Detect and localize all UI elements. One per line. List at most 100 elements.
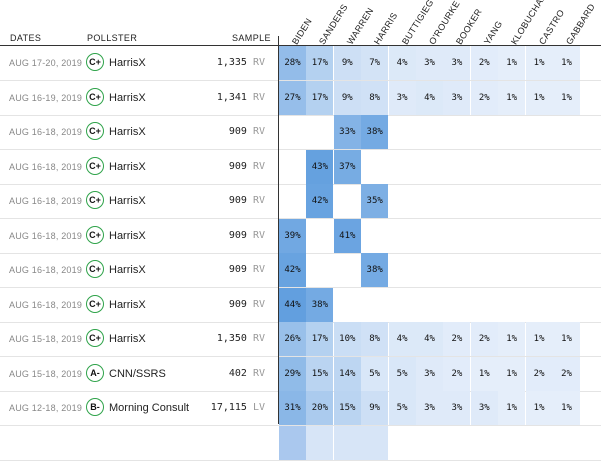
result-cell: 1%: [498, 80, 526, 115]
sample-size: 402 RV: [229, 368, 265, 379]
result-cell: 1%: [470, 356, 498, 391]
pollster-name[interactable]: CNN/SSRS: [109, 367, 166, 380]
result-cell: 4%: [416, 322, 443, 356]
result-cell: [279, 150, 306, 184]
candidate-header[interactable]: BOOKER: [454, 6, 485, 47]
poll-dates: AUG 16-18, 2019: [9, 196, 83, 206]
result-cell: 7%: [361, 46, 389, 80]
pollster-header[interactable]: POLLSTER: [87, 33, 138, 43]
result-cell: [306, 253, 333, 287]
poll-row[interactable]: AUG 16-19, 2019 C+ HarrisX 1,341 RV 27% 17% 9%…: [0, 80, 601, 116]
result-cell: [553, 115, 580, 149]
pollster-grade-badge[interactable]: C+: [86, 260, 104, 278]
result-cell: 4%: [388, 322, 416, 356]
result-cell: 5%: [388, 391, 416, 425]
sample-count: 909: [228, 160, 247, 172]
result-cell: 2%: [525, 356, 553, 391]
poll-row[interactable]: AUG 12-18, 2019 B- Morning Consult 17,115 L…: [0, 391, 601, 426]
pollster-grade-badge[interactable]: A-: [86, 363, 104, 382]
result-cell: 2%: [443, 322, 471, 356]
poll-row[interactable]: AUG 17-20, 2019 C+ HarrisX 1,335 RV 28% 17% 9%…: [0, 46, 601, 81]
result-cell: 1%: [498, 391, 526, 425]
sample-header[interactable]: SAMPLE: [232, 33, 271, 43]
poll-dates: AUG 16-18, 2019: [9, 299, 83, 310]
result-cell: [334, 288, 361, 322]
dates-header[interactable]: DATES: [10, 33, 42, 43]
result-cell: 1%: [498, 356, 526, 391]
result-cell: [443, 184, 470, 218]
result-cell: [471, 288, 498, 322]
pollster-grade-badge[interactable]: C+: [86, 191, 104, 209]
result-cell: [526, 288, 553, 322]
result-cell: [526, 219, 553, 253]
result-cell: [498, 150, 525, 184]
pollster-name[interactable]: HarrisX: [109, 57, 146, 69]
sample-population: RV: [252, 298, 265, 310]
poll-row[interactable]: AUG 16-18, 2019 C+ HarrisX 909 RV 42% 38%: [0, 253, 601, 288]
poll-dates: AUG 12-18, 2019: [9, 403, 83, 413]
pollster-grade-badge[interactable]: B-: [86, 398, 104, 416]
result-cell: 35%: [361, 184, 389, 218]
result-cell: 37%: [333, 149, 361, 184]
result-cell: [334, 184, 361, 218]
result-cell: 38%: [306, 287, 334, 322]
pollster-grade-badge[interactable]: C+: [86, 87, 104, 106]
pollster-name[interactable]: HarrisX: [109, 91, 146, 104]
result-cell: [416, 150, 443, 184]
pollster-name[interactable]: HarrisX: [109, 160, 146, 173]
pollster-name[interactable]: HarrisX: [109, 298, 146, 311]
result-cell: [389, 115, 416, 149]
poll-row[interactable]: AUG 15-18, 2019 A- CNN/SSRS 402 RV 29% 15% 14%…: [0, 356, 601, 392]
poll-row[interactable]: AUG 16-18, 2019 C+ HarrisX 909 RV 33% 38%: [0, 115, 601, 150]
pollster-grade-badge[interactable]: C+: [86, 53, 104, 71]
pollster-grade-badge[interactable]: C+: [86, 225, 104, 244]
result-cell: 3%: [443, 46, 471, 80]
candidate-header[interactable]: CASTRO: [536, 7, 566, 47]
candidate-header[interactable]: WARREN: [344, 5, 376, 47]
result-cell: [416, 219, 443, 253]
pollster-name[interactable]: HarrisX: [109, 264, 146, 276]
candidate-header[interactable]: YANG: [481, 18, 505, 47]
sample-population: RV: [252, 195, 265, 206]
result-cell: 9%: [361, 391, 389, 425]
pollster-name[interactable]: HarrisX: [109, 229, 146, 242]
result-cell: [306, 115, 333, 149]
pollster-grade-badge[interactable]: C+: [86, 122, 104, 140]
poll-row[interactable]: AUG 16-18, 2019 C+ HarrisX 909 RV 43% 37%: [0, 149, 601, 185]
result-cell: 17%: [306, 46, 334, 80]
result-cell: 8%: [361, 80, 389, 115]
result-cell: 1%: [525, 46, 553, 80]
result-cell: 5%: [361, 356, 389, 391]
result-cell: 4%: [416, 80, 443, 115]
poll-row[interactable]: [0, 425, 601, 461]
result-cell: [471, 219, 498, 253]
pollster-name[interactable]: HarrisX: [109, 195, 146, 207]
pollster-name[interactable]: Morning Consult: [109, 402, 190, 414]
poll-row[interactable]: AUG 16-18, 2019 C+ HarrisX 909 RV 39% 41%: [0, 218, 601, 254]
result-cell: 33%: [333, 115, 361, 149]
poll-dates: AUG 15-18, 2019: [9, 368, 83, 379]
result-cell: 38%: [361, 253, 389, 287]
poll-row[interactable]: AUG 16-18, 2019 C+ HarrisX 909 RV 44% 38%: [0, 287, 601, 323]
result-cell: 31%: [279, 391, 306, 425]
pollster-grade-badge[interactable]: C+: [86, 156, 104, 175]
result-cell: 3%: [388, 80, 416, 115]
poll-row[interactable]: AUG 15-18, 2019 C+ HarrisX 1,350 RV 26% 17% 10…: [0, 322, 601, 357]
sample-count: 909: [228, 264, 247, 275]
sample-size: 909 RV: [229, 299, 265, 310]
pollster-grade-badge[interactable]: C+: [86, 294, 104, 313]
pollster-grade-badge[interactable]: C+: [86, 329, 104, 347]
candidate-header[interactable]: HARRIS: [372, 10, 400, 47]
poll-row[interactable]: AUG 16-18, 2019 C+ HarrisX 909 RV 42% 35%: [0, 184, 601, 219]
candidate-header[interactable]: GABBARD: [564, 1, 597, 47]
result-cell: [389, 253, 416, 287]
result-cell: 1%: [553, 46, 580, 80]
sample-population: RV: [252, 333, 265, 344]
pollster-name[interactable]: HarrisX: [109, 333, 146, 345]
candidate-header[interactable]: BIDEN: [290, 16, 314, 47]
pollster-name[interactable]: HarrisX: [109, 126, 146, 138]
result-cell: 14%: [333, 356, 361, 391]
result-cell: [498, 288, 525, 322]
poll-dates: AUG 17-20, 2019: [9, 58, 83, 68]
result-cell: 2%: [470, 46, 498, 80]
